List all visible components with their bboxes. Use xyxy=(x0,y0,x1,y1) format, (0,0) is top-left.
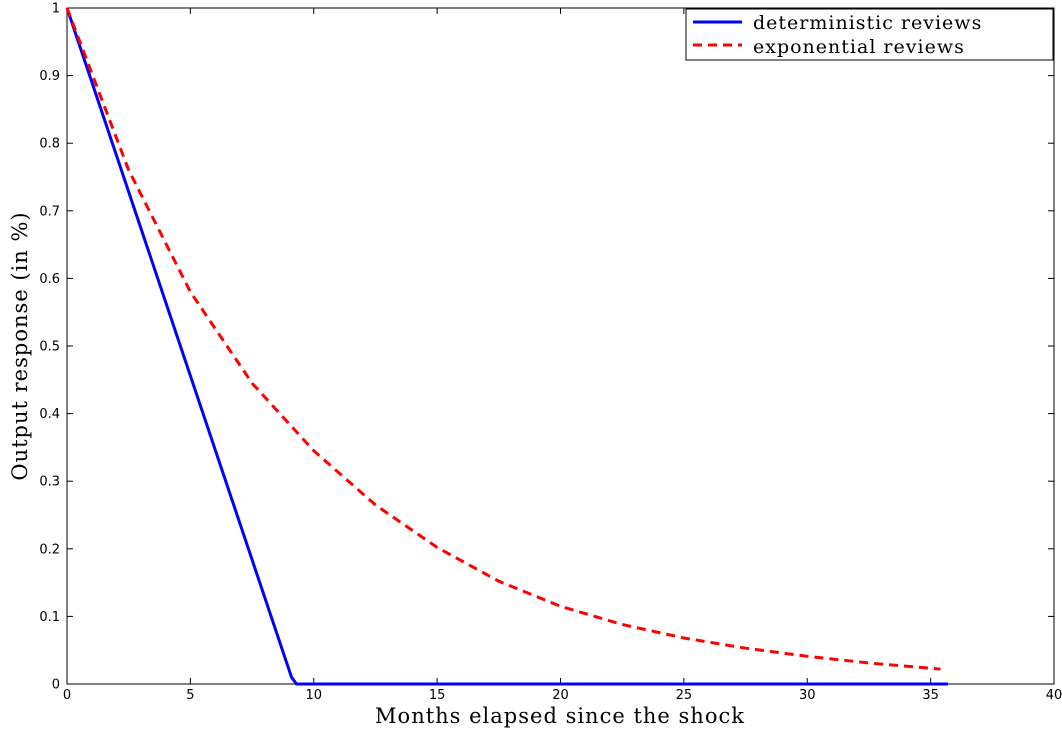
y-tick-label: 0.2 xyxy=(39,542,60,557)
series-lines xyxy=(65,7,948,686)
legend-label-exponential: exponential reviews xyxy=(753,36,965,58)
y-tick-label: 0.9 xyxy=(39,69,60,84)
x-tick-label: 5 xyxy=(186,688,194,703)
x-tick-label: 25 xyxy=(676,688,693,703)
y-tick-label: 0.6 xyxy=(39,272,60,287)
y-tick-label: 0.4 xyxy=(39,407,60,422)
x-tick-label: 35 xyxy=(922,688,939,703)
y-tick-label: 0.8 xyxy=(39,137,60,152)
x-tick-label: 15 xyxy=(429,688,446,703)
plot-area xyxy=(66,7,1055,685)
x-tick-label: 30 xyxy=(799,688,816,703)
x-axis-label: Months elapsed since the shock xyxy=(375,704,745,728)
y-tick-label: 0.7 xyxy=(39,204,60,219)
legend-label-deterministic: deterministic reviews xyxy=(753,12,982,34)
x-tick-label: 20 xyxy=(552,688,569,703)
legend-box xyxy=(685,8,1054,61)
x-tick-label: 0 xyxy=(63,688,71,703)
legend: deterministic reviews exponential review… xyxy=(685,8,1054,61)
x-tick-label: 40 xyxy=(1046,688,1062,703)
y-tick-label: 0 xyxy=(52,678,60,693)
y-tick-label: 0.3 xyxy=(39,475,60,490)
y-tick-label: 0.5 xyxy=(39,340,60,355)
y-tick-label: 1 xyxy=(52,2,60,17)
series-line-deterministic xyxy=(65,7,948,686)
series-line-exponential xyxy=(65,7,941,671)
x-tick-label: 10 xyxy=(305,688,322,703)
y-tick-label: 0.1 xyxy=(39,610,60,625)
y-axis-label: Output response (in %) xyxy=(8,211,32,480)
axis-tick-labels: 0 5 10 15 20 25 30 35 40 0 0.1 0.2 0.3 0.4 0.5 0.6 0.7 0.… xyxy=(39,2,1062,704)
